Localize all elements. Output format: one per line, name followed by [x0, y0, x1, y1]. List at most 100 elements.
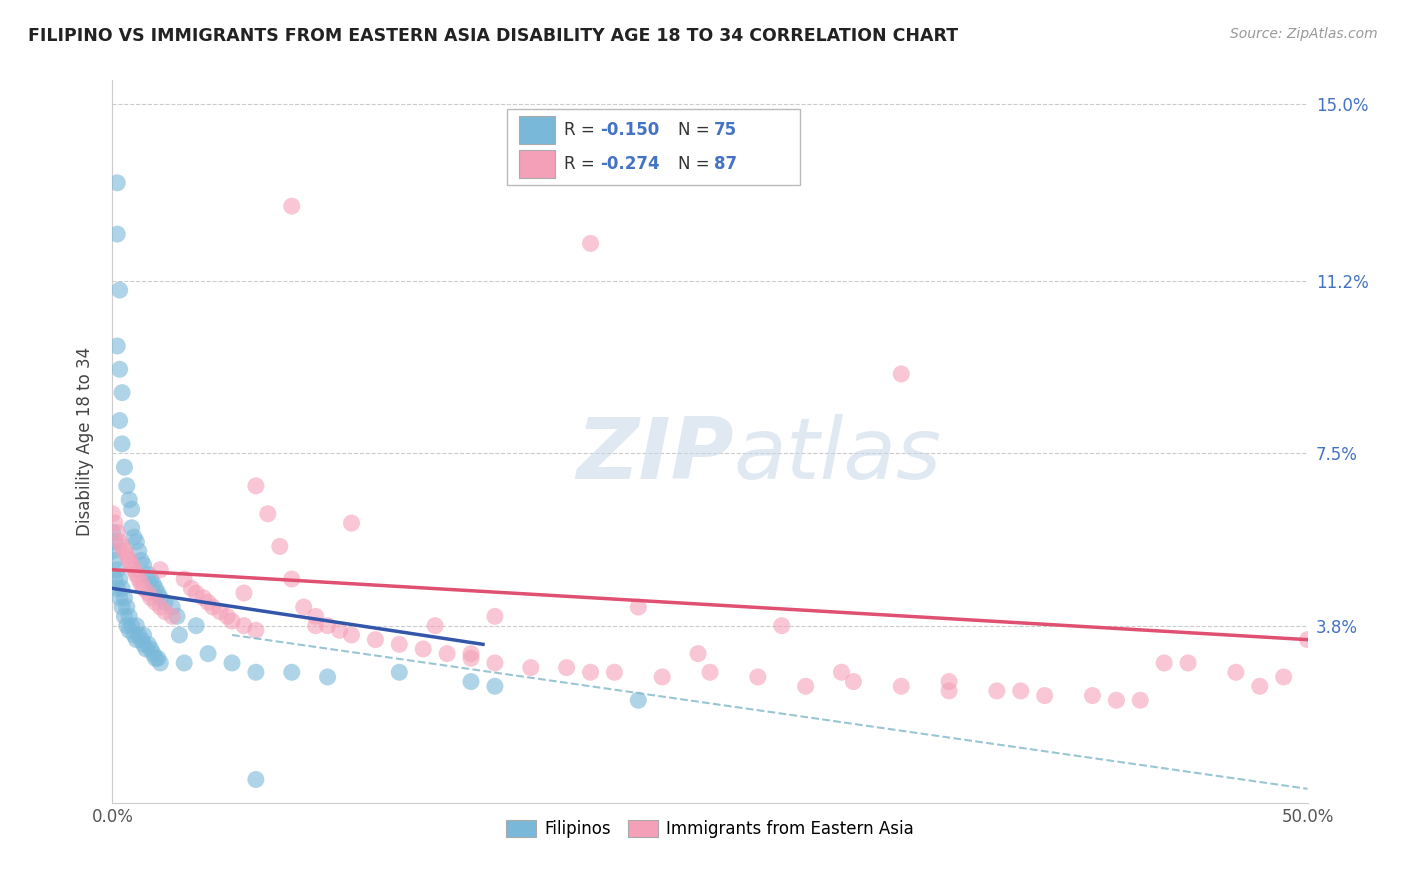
Point	[104, 516, 127, 530]
Point	[149, 656, 172, 670]
Point	[149, 591, 172, 605]
Point	[412, 642, 434, 657]
Point	[101, 544, 124, 558]
Point	[688, 647, 710, 661]
Point	[104, 553, 127, 567]
Point	[101, 507, 124, 521]
Text: 75: 75	[714, 121, 737, 139]
Point	[1249, 679, 1271, 693]
Point	[108, 362, 131, 376]
Point	[145, 651, 167, 665]
Point	[281, 199, 304, 213]
Point	[173, 572, 195, 586]
Point	[425, 618, 447, 632]
Point	[316, 670, 339, 684]
Point	[108, 591, 131, 605]
Point	[115, 549, 138, 563]
Point	[197, 595, 219, 609]
Bar	[519, 116, 554, 144]
Point	[186, 618, 208, 632]
Point	[436, 647, 458, 661]
Point	[111, 437, 134, 451]
Point	[364, 632, 387, 647]
Point	[105, 582, 128, 596]
Point	[108, 283, 131, 297]
Point	[1177, 656, 1199, 670]
Point	[890, 367, 912, 381]
Point	[938, 674, 960, 689]
Point	[305, 618, 328, 632]
Point	[153, 605, 176, 619]
Point	[169, 628, 191, 642]
Text: 87: 87	[714, 155, 737, 173]
Point	[121, 521, 143, 535]
Point	[221, 656, 243, 670]
Text: Source: ZipAtlas.com: Source: ZipAtlas.com	[1230, 27, 1378, 41]
Point	[128, 544, 150, 558]
Point	[520, 660, 543, 674]
Point	[257, 507, 280, 521]
Point	[292, 600, 315, 615]
Point	[129, 576, 152, 591]
Point	[986, 684, 1008, 698]
Point	[221, 614, 243, 628]
Text: N =: N =	[678, 121, 714, 139]
Point	[794, 679, 817, 693]
Text: N =: N =	[678, 155, 714, 173]
Point	[138, 586, 160, 600]
Point	[460, 647, 482, 661]
Point	[111, 385, 134, 400]
Point	[1296, 632, 1319, 647]
Point	[149, 600, 172, 615]
Point	[579, 236, 602, 251]
Point	[149, 563, 172, 577]
Text: -0.150: -0.150	[600, 121, 659, 139]
Point	[329, 624, 352, 638]
Point	[132, 558, 155, 572]
Point	[115, 600, 138, 615]
Text: FILIPINO VS IMMIGRANTS FROM EASTERN ASIA DISABILITY AGE 18 TO 34 CORRELATION CHA: FILIPINO VS IMMIGRANTS FROM EASTERN ASIA…	[28, 27, 959, 45]
Point	[209, 605, 232, 619]
Point	[555, 660, 578, 674]
Point	[281, 572, 304, 586]
Point	[651, 670, 673, 684]
Point	[105, 176, 128, 190]
Point	[627, 600, 650, 615]
Point	[627, 693, 650, 707]
Point	[132, 637, 155, 651]
Point	[122, 530, 145, 544]
Point	[938, 684, 960, 698]
Point	[245, 772, 267, 787]
Text: ZIP: ZIP	[576, 415, 734, 498]
Point	[201, 600, 224, 615]
Point	[770, 618, 793, 632]
Point	[484, 656, 506, 670]
FancyBboxPatch shape	[508, 109, 800, 185]
Y-axis label: Disability Age 18 to 34: Disability Age 18 to 34	[76, 347, 94, 536]
Point	[139, 572, 162, 586]
Point	[699, 665, 721, 680]
Point	[316, 618, 339, 632]
Point	[1081, 689, 1104, 703]
Point	[1033, 689, 1056, 703]
Point	[831, 665, 853, 680]
Point	[101, 525, 124, 540]
Point	[173, 656, 195, 670]
Point	[180, 582, 202, 596]
Point	[1129, 693, 1152, 707]
Point	[105, 339, 128, 353]
Point	[129, 632, 152, 647]
Point	[1153, 656, 1175, 670]
Point	[105, 563, 128, 577]
Point	[162, 600, 183, 615]
Point	[142, 647, 165, 661]
Point	[747, 670, 769, 684]
Point	[111, 582, 134, 596]
Point	[121, 618, 143, 632]
Point	[1105, 693, 1128, 707]
Point	[245, 479, 267, 493]
Point	[104, 534, 127, 549]
Point	[138, 567, 160, 582]
Point	[108, 413, 131, 427]
Point	[217, 609, 239, 624]
